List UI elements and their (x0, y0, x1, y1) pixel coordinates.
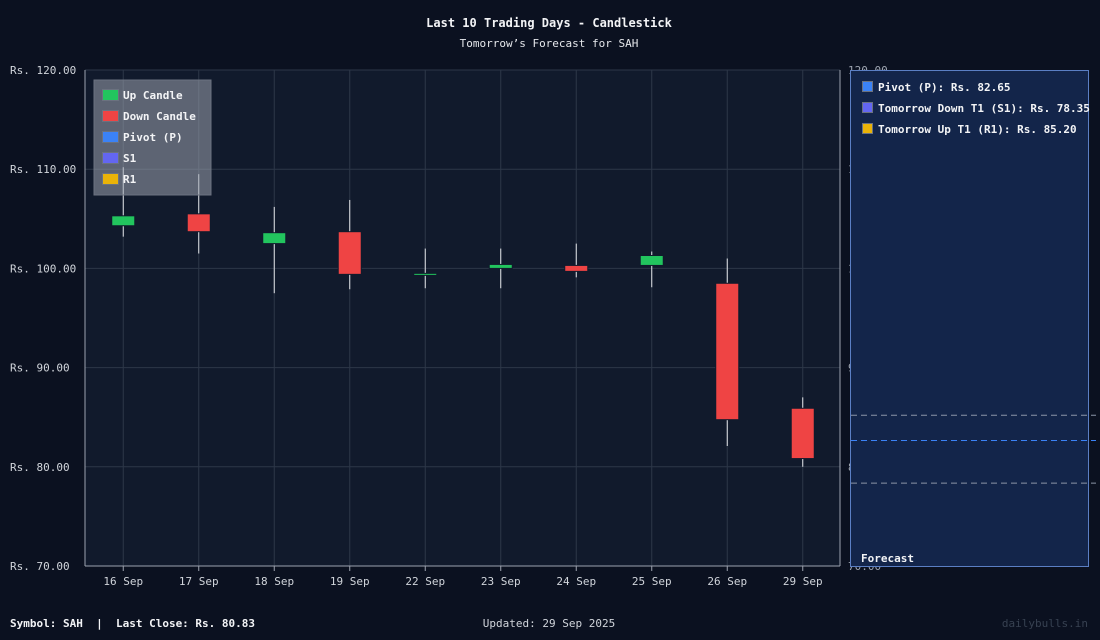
candle-body-down (790, 407, 815, 460)
forecast-label: Forecast (861, 552, 914, 565)
forecast-legend-label: Tomorrow Up T1 (R1): Rs. 85.20 (878, 123, 1077, 136)
footer-symbol-info: Symbol: SAH | Last Close: Rs. 80.83 (10, 617, 255, 630)
y-tick-label: Rs. 110.00 (10, 163, 76, 176)
footer-updated: Updated: 29 Sep 2025 (483, 617, 615, 630)
forecast-legend-swatch (862, 81, 873, 92)
legend-swatch (102, 173, 119, 185)
candle-body-down (186, 213, 211, 233)
legend-label: Down Candle (123, 110, 196, 123)
candle-body-down (564, 264, 589, 272)
candle-body-up (488, 263, 513, 269)
candle-body-up (413, 272, 438, 276)
legend-swatch (102, 152, 119, 164)
candle-body-down (337, 231, 362, 275)
legend-label: R1 (123, 173, 137, 186)
candle-body-up (639, 255, 664, 266)
candle-body-down (715, 282, 740, 421)
legend-swatch (102, 131, 119, 143)
x-tick-label: 16 Sep (103, 575, 143, 588)
x-tick-label: 22 Sep (405, 575, 445, 588)
x-tick-label: 19 Sep (330, 575, 370, 588)
y-tick-label: Rs. 120.00 (10, 64, 76, 77)
y-tick-label: Rs. 100.00 (10, 262, 76, 275)
legend-swatch (102, 110, 119, 122)
y-tick-label: Rs. 70.00 (10, 560, 70, 573)
x-tick-label: 23 Sep (481, 575, 521, 588)
legend-swatch (102, 89, 119, 101)
forecast-legend-swatch (862, 102, 873, 113)
legend-label: Pivot (P) (123, 131, 183, 144)
legend-label: Up Candle (123, 89, 183, 102)
forecast-legend-label: Tomorrow Down T1 (S1): Rs. 78.35 (878, 102, 1090, 115)
x-tick-label: 24 Sep (556, 575, 596, 588)
x-tick-label: 18 Sep (254, 575, 294, 588)
chart-title: Last 10 Trading Days - Candlestick (426, 16, 672, 30)
y-tick-label: Rs. 80.00 (10, 461, 70, 474)
chart-subtitle: Tomorrow’s Forecast for SAH (460, 37, 639, 50)
x-tick-label: 17 Sep (179, 575, 219, 588)
footer-watermark: dailybulls.in (1002, 617, 1088, 630)
forecast-legend-swatch (862, 123, 873, 134)
x-tick-label: 29 Sep (783, 575, 823, 588)
candle-body-up (262, 232, 287, 245)
x-tick-label: 25 Sep (632, 575, 672, 588)
y-tick-label: Rs. 90.00 (10, 362, 70, 375)
forecast-panel (850, 70, 1089, 567)
forecast-legend-label: Pivot (P): Rs. 82.65 (878, 81, 1010, 94)
candle-body-up (111, 215, 136, 227)
legend-label: S1 (123, 152, 137, 165)
x-tick-label: 26 Sep (707, 575, 747, 588)
